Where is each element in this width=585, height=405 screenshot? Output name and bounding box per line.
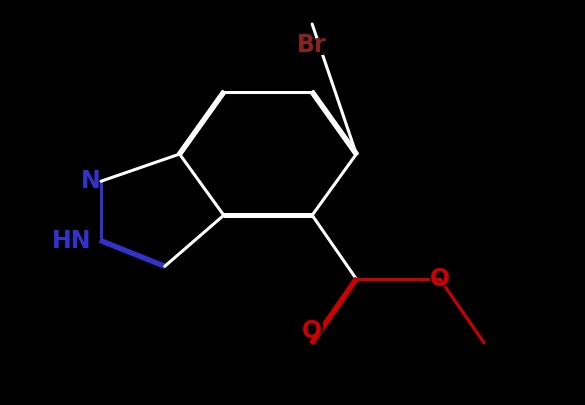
Text: N: N bbox=[77, 167, 101, 195]
Text: O: O bbox=[300, 315, 325, 343]
Text: O: O bbox=[430, 267, 450, 291]
Text: N: N bbox=[81, 169, 101, 193]
Text: HN: HN bbox=[43, 227, 91, 255]
Text: O: O bbox=[302, 319, 322, 343]
Text: HN: HN bbox=[51, 229, 91, 253]
Text: Br: Br bbox=[294, 32, 331, 60]
Text: O: O bbox=[428, 265, 452, 293]
Text: Br: Br bbox=[297, 32, 327, 57]
